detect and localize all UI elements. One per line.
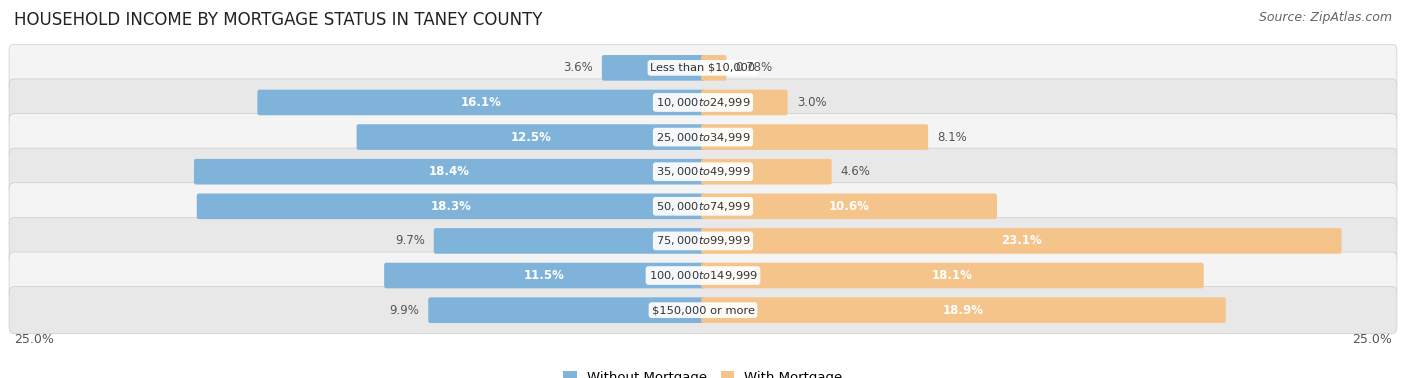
Text: $35,000 to $49,999: $35,000 to $49,999 bbox=[655, 165, 751, 178]
FancyBboxPatch shape bbox=[429, 297, 704, 323]
FancyBboxPatch shape bbox=[8, 217, 1398, 265]
FancyBboxPatch shape bbox=[8, 183, 1398, 230]
FancyBboxPatch shape bbox=[257, 90, 704, 115]
Text: Less than $10,000: Less than $10,000 bbox=[651, 63, 755, 73]
Text: HOUSEHOLD INCOME BY MORTGAGE STATUS IN TANEY COUNTY: HOUSEHOLD INCOME BY MORTGAGE STATUS IN T… bbox=[14, 11, 543, 29]
Text: $150,000 or more: $150,000 or more bbox=[651, 305, 755, 315]
Text: $10,000 to $24,999: $10,000 to $24,999 bbox=[655, 96, 751, 109]
FancyBboxPatch shape bbox=[434, 228, 704, 254]
FancyBboxPatch shape bbox=[702, 297, 1226, 323]
Text: 8.1%: 8.1% bbox=[938, 130, 967, 144]
Text: 18.1%: 18.1% bbox=[932, 269, 973, 282]
Text: $50,000 to $74,999: $50,000 to $74,999 bbox=[655, 200, 751, 213]
Text: 18.3%: 18.3% bbox=[430, 200, 471, 213]
FancyBboxPatch shape bbox=[702, 124, 928, 150]
Text: Source: ZipAtlas.com: Source: ZipAtlas.com bbox=[1258, 11, 1392, 24]
Text: 18.4%: 18.4% bbox=[429, 165, 470, 178]
Text: $25,000 to $34,999: $25,000 to $34,999 bbox=[655, 130, 751, 144]
FancyBboxPatch shape bbox=[702, 90, 787, 115]
FancyBboxPatch shape bbox=[602, 55, 704, 81]
FancyBboxPatch shape bbox=[8, 148, 1398, 195]
Text: 16.1%: 16.1% bbox=[461, 96, 502, 109]
Text: 4.6%: 4.6% bbox=[841, 165, 870, 178]
Text: 23.1%: 23.1% bbox=[1001, 234, 1042, 248]
Text: $75,000 to $99,999: $75,000 to $99,999 bbox=[655, 234, 751, 248]
Text: 9.9%: 9.9% bbox=[389, 304, 419, 317]
Text: 3.6%: 3.6% bbox=[562, 61, 593, 74]
Text: 9.7%: 9.7% bbox=[395, 234, 425, 248]
Text: 10.6%: 10.6% bbox=[828, 200, 869, 213]
Text: 12.5%: 12.5% bbox=[510, 130, 551, 144]
FancyBboxPatch shape bbox=[8, 79, 1398, 126]
FancyBboxPatch shape bbox=[194, 159, 704, 184]
FancyBboxPatch shape bbox=[384, 263, 704, 288]
FancyBboxPatch shape bbox=[702, 159, 832, 184]
Text: 3.0%: 3.0% bbox=[797, 96, 827, 109]
FancyBboxPatch shape bbox=[702, 228, 1341, 254]
Text: $100,000 to $149,999: $100,000 to $149,999 bbox=[648, 269, 758, 282]
FancyBboxPatch shape bbox=[8, 287, 1398, 334]
Text: 25.0%: 25.0% bbox=[14, 333, 53, 345]
FancyBboxPatch shape bbox=[8, 252, 1398, 299]
Text: 18.9%: 18.9% bbox=[943, 304, 984, 317]
FancyBboxPatch shape bbox=[702, 194, 997, 219]
FancyBboxPatch shape bbox=[8, 113, 1398, 161]
FancyBboxPatch shape bbox=[197, 194, 704, 219]
Text: 25.0%: 25.0% bbox=[1353, 333, 1392, 345]
FancyBboxPatch shape bbox=[702, 55, 727, 81]
Legend: Without Mortgage, With Mortgage: Without Mortgage, With Mortgage bbox=[558, 366, 848, 378]
FancyBboxPatch shape bbox=[702, 263, 1204, 288]
Text: 11.5%: 11.5% bbox=[524, 269, 565, 282]
Text: 0.78%: 0.78% bbox=[735, 61, 773, 74]
FancyBboxPatch shape bbox=[357, 124, 704, 150]
FancyBboxPatch shape bbox=[8, 44, 1398, 91]
